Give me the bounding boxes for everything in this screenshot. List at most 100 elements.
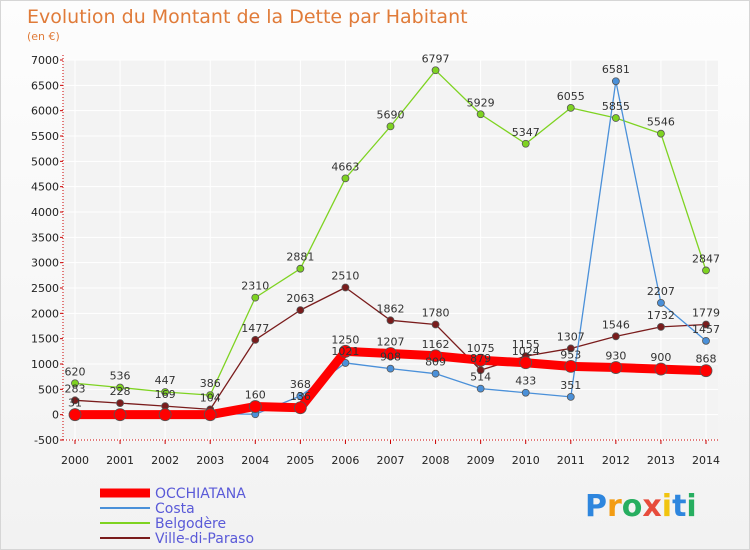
data-point [341,283,350,292]
data-label: 809 [425,356,446,369]
y-tick-label: 500 [38,383,59,396]
data-point [206,391,215,400]
data-point [251,335,260,344]
data-point [203,408,217,422]
data-point [161,388,170,396]
data-label: 5855 [602,100,630,113]
data-point [611,114,620,122]
data-point [654,362,668,376]
data-label: 1779 [692,307,720,320]
x-tick-label: 2013 [647,454,675,467]
data-point [386,316,395,325]
data-label: 104 [200,391,221,404]
data-label: 2310 [241,280,269,293]
data-point [611,332,620,341]
logo-letter: t [672,489,686,524]
data-point [386,122,395,131]
x-tick-label: 2011 [557,454,585,467]
data-point [68,408,82,422]
data-label: 386 [200,377,221,390]
data-label: 1546 [602,318,630,331]
data-label: 5690 [377,108,405,121]
y-tick-label: 6500 [31,79,59,92]
data-point [699,364,713,378]
data-label: 447 [155,374,176,387]
series-belgodère [71,66,710,400]
data-point [702,336,710,345]
data-point [293,401,307,415]
data-label: 2063 [286,292,314,305]
data-point [251,293,260,302]
chart-subtitle: (en €) [27,30,60,43]
data-point [476,384,485,393]
y-tick-label: 0 [52,409,59,422]
data-label: 536 [110,370,131,383]
proxiti-logo: Proxiti [585,489,697,524]
y-tick-label: 2500 [31,282,59,295]
y-tick-label: 5000 [31,155,59,168]
x-tick-label: 2009 [467,454,495,467]
x-tick-label: 2008 [422,454,450,467]
data-label: 228 [110,385,131,398]
data-label: 1457 [692,323,720,336]
y-tick-label: 4500 [31,181,59,194]
chart-title: Evolution du Montant de la Dette par Hab… [27,6,468,28]
data-point [431,369,440,378]
data-label: 433 [515,375,536,388]
x-tick-label: 2004 [241,454,269,467]
data-labels: 31 160 136 1250 1207 1162 1075 1024 953 930 900 868… [65,52,721,409]
x-tick-label: 2000 [61,454,89,467]
data-point [657,323,665,331]
data-point [476,110,485,119]
logo-letter: i [686,489,696,524]
y-tick-label: 5500 [31,130,59,143]
y-tick-label: 1500 [31,333,59,346]
data-point [71,379,79,388]
data-label: 908 [380,351,401,364]
x-tick-label: 2010 [512,454,540,467]
data-label: 1307 [557,330,585,343]
data-point [431,320,440,329]
y-tick-label: 2000 [31,307,59,320]
data-label: 1021 [331,345,359,358]
data-label: 2207 [647,285,675,298]
data-label: 31 [68,397,82,410]
data-point [296,264,305,273]
data-label: 4663 [331,160,359,173]
data-point [702,320,710,329]
y-tick-label: 6000 [31,105,59,118]
data-label: 900 [650,351,671,364]
data-point [476,366,485,375]
data-point [566,103,575,112]
data-point [566,392,575,401]
x-tick-label: 2014 [692,454,720,467]
data-label: 169 [155,388,176,401]
data-label: 514 [470,371,491,384]
data-label: 953 [560,348,581,361]
data-point [341,359,350,367]
data-label: 136 [290,390,311,403]
data-label: 6055 [557,90,585,103]
logo-letter: x [642,489,661,524]
data-label: 1780 [422,306,450,319]
data-label: 351 [560,379,581,392]
data-label: 2510 [331,269,359,282]
x-tick-label: 2003 [196,454,224,467]
data-label: 160 [245,389,266,402]
data-label: 5929 [467,96,495,109]
data-label: 879 [470,352,491,365]
data-point [248,400,262,413]
legend-label: OCCHIATANA [155,486,246,502]
data-label: 1477 [241,322,269,335]
logo-letter: i [662,489,672,524]
data-point [519,356,533,370]
data-point [116,399,124,408]
data-point [341,174,350,183]
data-point [521,388,530,397]
data-point [386,364,395,373]
data-point [296,392,305,400]
data-label: 1075 [467,342,495,355]
logo-letter: r [607,489,622,524]
